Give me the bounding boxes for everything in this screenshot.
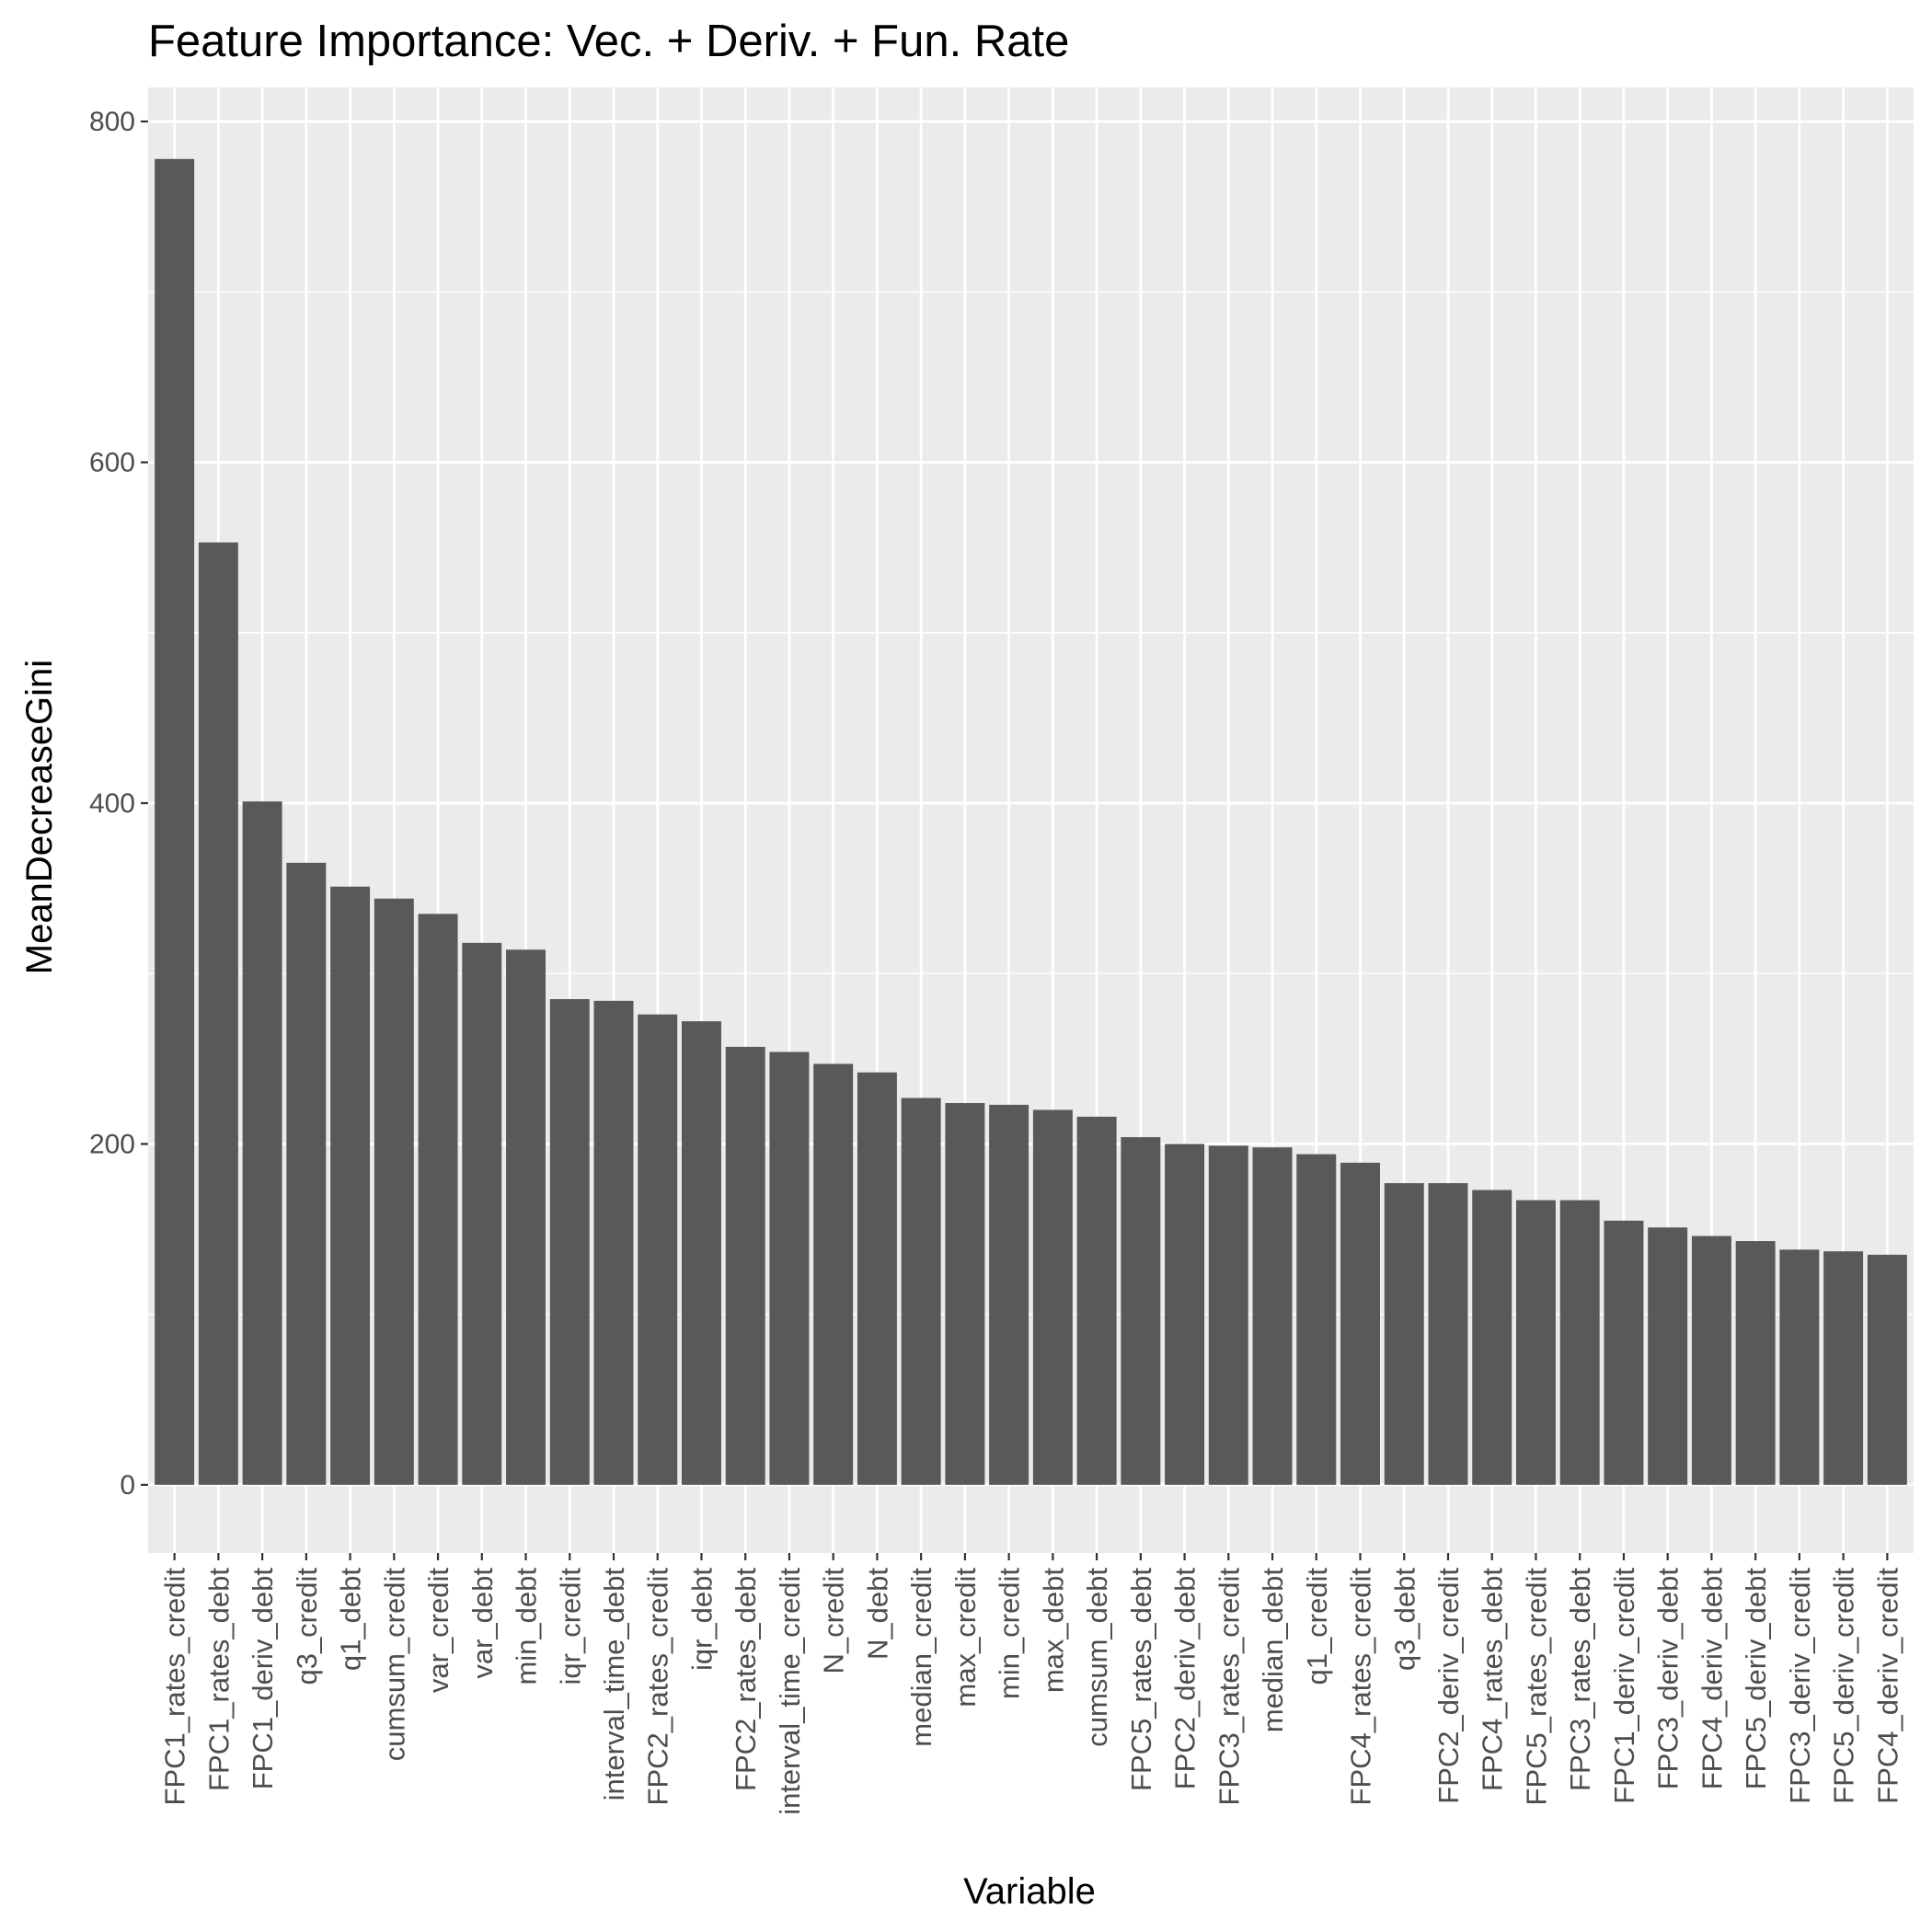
x-tick-label: median_credit [905,1568,937,1747]
bar-q1_credit [1296,1154,1337,1485]
x-tick-label: interval_time_debt [598,1568,630,1801]
bar-N_credit [813,1064,854,1485]
bar-FPC1_deriv_credit [1604,1220,1644,1485]
bar-FPC2_rates_debt [725,1046,765,1485]
bar-FPC2_deriv_credit [1428,1183,1468,1485]
x-tick-label: q1_credit [1301,1568,1333,1685]
x-tick-label: FPC1_rates_debt [202,1568,235,1791]
bar-FPC4_deriv_debt [1691,1236,1731,1485]
x-tick-label: FPC5_deriv_credit [1828,1568,1860,1804]
x-tick-label: FPC4_deriv_credit [1871,1568,1903,1804]
bar-interval_time_debt [593,1000,634,1485]
x-axis-title: Variable [963,1871,1096,1912]
x-tick-label: FPC1_deriv_credit [1608,1568,1640,1804]
bar-FPC3_deriv_credit [1779,1249,1820,1485]
bar-cumsum_credit [374,898,414,1485]
x-tick-label: cumsum_credit [378,1568,410,1762]
bar-var_debt [462,942,502,1485]
x-tick-label: var_credit [422,1568,454,1693]
x-tick-label: iqr_credit [554,1568,586,1685]
bar-var_credit [418,914,458,1485]
y-tick-label: 200 [89,1129,135,1159]
x-tick-label: FPC3_rates_credit [1213,1568,1245,1806]
x-tick-label: FPC4_rates_credit [1345,1568,1377,1806]
x-tick-label: q1_debt [335,1568,367,1671]
bar-FPC2_rates_credit [638,1014,678,1485]
bar-q1_debt [330,886,371,1485]
x-tick-label: FPC2_deriv_credit [1432,1568,1465,1804]
x-tick-label: var_debt [466,1568,499,1679]
bar-FPC4_rates_debt [1472,1190,1512,1485]
bar-FPC3_rates_debt [1559,1200,1600,1485]
x-tick-label: FPC5_rates_credit [1520,1568,1552,1806]
bar-min_credit [989,1104,1029,1485]
bars [155,158,1907,1485]
x-tick-label: FPC3_deriv_credit [1784,1568,1816,1804]
x-tick-label: q3_debt [1388,1568,1420,1671]
x-tick-label: min_credit [994,1568,1026,1699]
x-tick-label: FPC5_rates_debt [1125,1568,1157,1791]
x-tick-label: FPC4_deriv_debt [1696,1568,1728,1790]
bar-FPC3_rates_credit [1208,1145,1248,1485]
bar-interval_time_credit [769,1052,810,1485]
bar-FPC3_deriv_debt [1648,1227,1688,1485]
x-tick-label: min_debt [511,1568,543,1685]
bar-FPC4_deriv_credit [1867,1254,1907,1485]
x-tick-label: FPC3_deriv_debt [1652,1568,1685,1790]
bar-max_debt [1032,1110,1073,1485]
x-tick-label: median_debt [1257,1568,1289,1733]
x-axis: FPC1_rates_credit FPC1_rates_debt FPC1_der… [159,1553,1903,1815]
bar-iqr_credit [549,998,590,1485]
y-tick-label: 600 [89,448,135,478]
y-tick-label: 0 [120,1470,135,1501]
x-tick-label: q3_credit [291,1568,323,1685]
x-tick-label: FPC1_deriv_debt [247,1568,279,1790]
bar-FPC5_rates_debt [1121,1137,1161,1485]
y-axis: 0 200 400 600 800 [89,107,148,1501]
x-tick-label: FPC2_deriv_debt [1169,1568,1202,1790]
bar-FPC1_rates_debt [198,542,238,1485]
bar-FPC5_deriv_debt [1735,1241,1776,1485]
x-tick-label: N_credit [818,1568,850,1674]
x-tick-label: interval_time_credit [774,1568,806,1815]
bar-iqr_debt [681,1021,721,1485]
y-tick-label: 400 [89,788,135,819]
bar-FPC4_rates_credit [1340,1162,1381,1485]
bar-N_debt [857,1072,897,1485]
bar-cumsum_debt [1076,1116,1117,1485]
x-tick-label: FPC4_rates_debt [1477,1568,1509,1791]
x-tick-label: max_debt [1037,1568,1069,1694]
y-tick-label: 800 [89,107,135,137]
x-tick-label: FPC5_deriv_debt [1740,1568,1772,1790]
bar-FPC1_deriv_debt [242,801,282,1485]
bar-max_credit [945,1102,985,1485]
bar-min_debt [506,949,546,1485]
x-tick-label: iqr_debt [685,1568,718,1671]
bar-median_credit [901,1098,941,1485]
x-tick-label: max_credit [949,1568,982,1708]
bar-FPC5_rates_credit [1515,1200,1556,1485]
bar-FPC5_deriv_credit [1823,1251,1864,1485]
bar-q3_debt [1384,1183,1424,1485]
x-tick-label: FPC3_rates_debt [1564,1568,1596,1791]
chart-title: Feature Importance: Vec. + Deriv. + Fun.… [148,17,1069,66]
x-tick-label: FPC2_rates_credit [642,1568,674,1806]
bar-q3_credit [286,862,327,1485]
bar-FPC2_deriv_debt [1165,1144,1205,1485]
x-tick-label: FPC1_rates_credit [159,1568,191,1806]
x-tick-label: cumsum_debt [1081,1568,1113,1747]
y-axis-title: MeanDecreaseGini [19,660,60,974]
bar-FPC1_rates_credit [155,158,195,1485]
bar-median_debt [1252,1147,1293,1485]
x-tick-label: FPC2_rates_debt [730,1568,762,1791]
x-tick-label: N_debt [861,1568,893,1660]
